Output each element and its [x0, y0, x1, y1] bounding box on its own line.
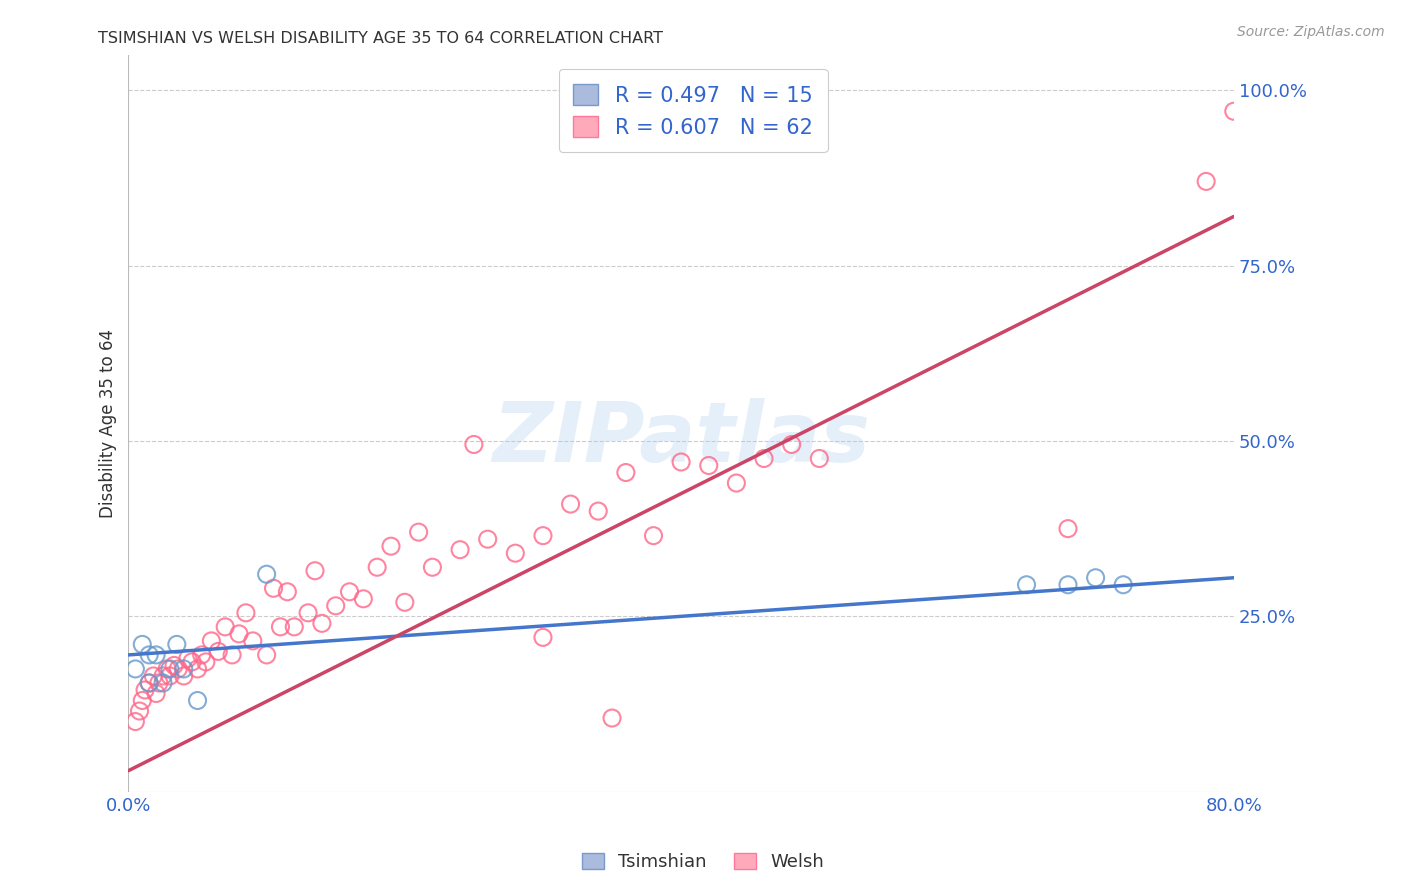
Point	[138, 648, 160, 662]
Text: ZIPatlas: ZIPatlas	[492, 398, 870, 479]
Point	[531, 631, 554, 645]
Point	[138, 676, 160, 690]
Point	[614, 466, 637, 480]
Point	[152, 676, 174, 690]
Point	[380, 539, 402, 553]
Point	[138, 676, 160, 690]
Point	[1112, 578, 1135, 592]
Point	[1057, 522, 1080, 536]
Point	[263, 581, 285, 595]
Point	[477, 532, 499, 546]
Point	[131, 693, 153, 707]
Point	[145, 686, 167, 700]
Point	[283, 620, 305, 634]
Point	[145, 648, 167, 662]
Point	[177, 651, 200, 665]
Point	[643, 529, 665, 543]
Point	[200, 633, 222, 648]
Point	[586, 504, 609, 518]
Point	[187, 662, 209, 676]
Point	[235, 606, 257, 620]
Text: Source: ZipAtlas.com: Source: ZipAtlas.com	[1237, 25, 1385, 39]
Point	[221, 648, 243, 662]
Point	[256, 567, 278, 582]
Point	[181, 655, 204, 669]
Point	[752, 451, 775, 466]
Point	[207, 644, 229, 658]
Legend: R = 0.497   N = 15, R = 0.607   N = 62: R = 0.497 N = 15, R = 0.607 N = 62	[560, 70, 828, 153]
Point	[190, 648, 212, 662]
Point	[669, 455, 692, 469]
Point	[134, 683, 156, 698]
Point	[156, 662, 179, 676]
Point	[1084, 571, 1107, 585]
Legend: Tsimshian, Welsh: Tsimshian, Welsh	[575, 846, 831, 879]
Point	[339, 584, 361, 599]
Point	[242, 633, 264, 648]
Point	[131, 637, 153, 651]
Point	[311, 616, 333, 631]
Point	[1223, 104, 1246, 119]
Point	[163, 658, 186, 673]
Point	[531, 529, 554, 543]
Point	[422, 560, 444, 574]
Point	[366, 560, 388, 574]
Point	[505, 546, 527, 560]
Point	[449, 542, 471, 557]
Point	[159, 662, 181, 676]
Point	[256, 648, 278, 662]
Point	[124, 714, 146, 729]
Point	[697, 458, 720, 473]
Point	[124, 662, 146, 676]
Point	[1195, 174, 1218, 188]
Point	[463, 437, 485, 451]
Point	[276, 584, 298, 599]
Point	[194, 655, 217, 669]
Point	[725, 476, 748, 491]
Text: TSIMSHIAN VS WELSH DISABILITY AGE 35 TO 64 CORRELATION CHART: TSIMSHIAN VS WELSH DISABILITY AGE 35 TO …	[98, 31, 664, 46]
Point	[214, 620, 236, 634]
Y-axis label: Disability Age 35 to 64: Disability Age 35 to 64	[100, 329, 117, 518]
Point	[152, 669, 174, 683]
Point	[173, 669, 195, 683]
Point	[408, 525, 430, 540]
Point	[148, 676, 170, 690]
Point	[352, 591, 374, 606]
Point	[159, 669, 181, 683]
Point	[600, 711, 623, 725]
Point	[304, 564, 326, 578]
Point	[269, 620, 291, 634]
Point	[128, 704, 150, 718]
Point	[187, 693, 209, 707]
Point	[167, 662, 190, 676]
Point	[394, 595, 416, 609]
Point	[166, 637, 188, 651]
Point	[780, 437, 803, 451]
Point	[1057, 578, 1080, 592]
Point	[808, 451, 831, 466]
Point	[142, 669, 165, 683]
Point	[173, 662, 195, 676]
Point	[228, 627, 250, 641]
Point	[325, 599, 347, 613]
Point	[297, 606, 319, 620]
Point	[560, 497, 582, 511]
Point	[1015, 578, 1038, 592]
